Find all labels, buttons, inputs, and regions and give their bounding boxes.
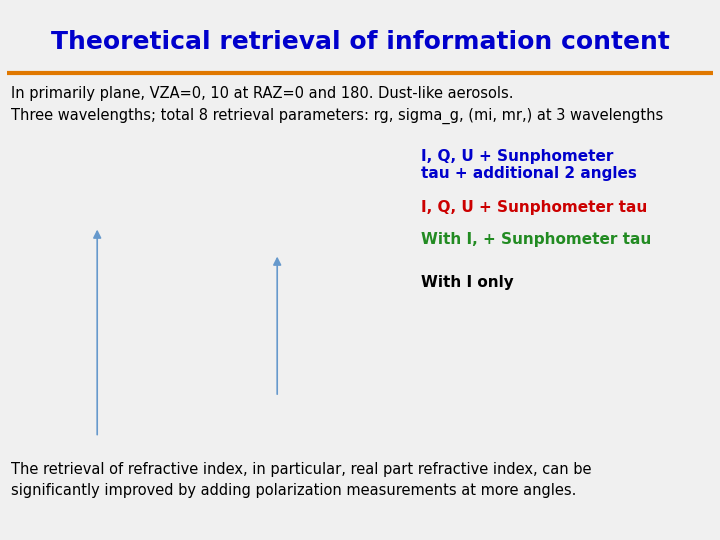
Text: Theoretical retrieval of information content: Theoretical retrieval of information con…	[50, 30, 670, 53]
Text: With I, + Sunphometer tau: With I, + Sunphometer tau	[421, 232, 652, 247]
Text: Three wavelengths; total 8 retrieval parameters: rg, sigma_g, (mi, mr,) at 3 wav: Three wavelengths; total 8 retrieval par…	[11, 108, 663, 124]
Text: The retrieval of refractive index, in particular, real part refractive index, ca: The retrieval of refractive index, in pa…	[11, 462, 591, 477]
Text: I, Q, U + Sunphometer
tau + additional 2 angles: I, Q, U + Sunphometer tau + additional 2…	[421, 148, 637, 181]
Text: With I only: With I only	[421, 275, 514, 291]
Text: I, Q, U + Sunphometer tau: I, Q, U + Sunphometer tau	[421, 200, 647, 215]
Text: significantly improved by adding polarization measurements at more angles.: significantly improved by adding polariz…	[11, 483, 576, 498]
Text: In primarily plane, VZA=0, 10 at RAZ=0 and 180. Dust-like aerosols.: In primarily plane, VZA=0, 10 at RAZ=0 a…	[11, 86, 513, 102]
